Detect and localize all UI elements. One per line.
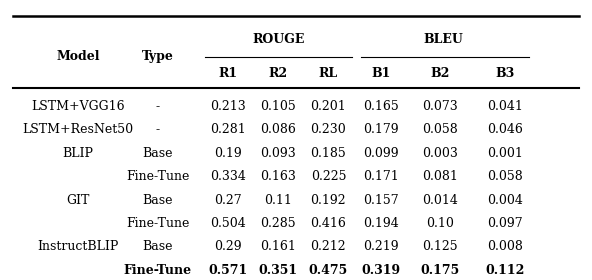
Text: 0.058: 0.058 (423, 123, 458, 136)
Text: 0.281: 0.281 (210, 123, 246, 136)
Text: 0.571: 0.571 (208, 263, 248, 277)
Text: 0.014: 0.014 (423, 193, 458, 207)
Text: 0.185: 0.185 (311, 147, 346, 160)
Text: 0.081: 0.081 (423, 170, 458, 183)
Text: 0.351: 0.351 (259, 263, 298, 277)
Text: Fine-Tune: Fine-Tune (126, 170, 189, 183)
Text: 0.11: 0.11 (265, 193, 292, 207)
Text: 0.285: 0.285 (260, 217, 296, 230)
Text: 0.219: 0.219 (363, 240, 399, 253)
Text: Type: Type (141, 50, 173, 63)
Text: 0.319: 0.319 (362, 263, 401, 277)
Text: 0.097: 0.097 (487, 217, 523, 230)
Text: 0.157: 0.157 (363, 193, 399, 207)
Text: 0.099: 0.099 (363, 147, 399, 160)
Text: RL: RL (319, 67, 338, 80)
Text: 0.230: 0.230 (311, 123, 346, 136)
Text: 0.225: 0.225 (311, 170, 346, 183)
Text: 0.175: 0.175 (421, 263, 460, 277)
Text: 0.171: 0.171 (363, 170, 400, 183)
Text: 0.10: 0.10 (426, 217, 454, 230)
Text: 0.194: 0.194 (363, 217, 400, 230)
Text: B1: B1 (372, 67, 391, 80)
Text: Base: Base (142, 240, 173, 253)
Text: 0.19: 0.19 (214, 147, 242, 160)
Text: LSTM+VGG16: LSTM+VGG16 (31, 100, 125, 113)
Text: 0.125: 0.125 (423, 240, 458, 253)
Text: 0.201: 0.201 (311, 100, 346, 113)
Text: 0.163: 0.163 (260, 170, 296, 183)
Text: 0.093: 0.093 (260, 147, 296, 160)
Text: B2: B2 (430, 67, 450, 80)
Text: 0.213: 0.213 (210, 100, 246, 113)
Text: LSTM+ResNet50: LSTM+ResNet50 (22, 123, 134, 136)
Text: BLIP: BLIP (63, 147, 94, 160)
Text: 0.004: 0.004 (487, 193, 523, 207)
Text: R2: R2 (269, 67, 288, 80)
Text: ROUGE: ROUGE (252, 33, 304, 46)
Text: 0.086: 0.086 (260, 123, 296, 136)
Text: 0.475: 0.475 (309, 263, 348, 277)
Text: 0.212: 0.212 (311, 240, 346, 253)
Text: 0.073: 0.073 (423, 100, 458, 113)
Text: Base: Base (142, 193, 173, 207)
Text: B3: B3 (496, 67, 515, 80)
Text: 0.29: 0.29 (214, 240, 242, 253)
Text: 0.27: 0.27 (214, 193, 242, 207)
Text: 0.179: 0.179 (363, 123, 399, 136)
Text: 0.105: 0.105 (260, 100, 296, 113)
Text: 0.112: 0.112 (485, 263, 525, 277)
Text: 0.192: 0.192 (311, 193, 346, 207)
Text: Fine-Tune: Fine-Tune (124, 263, 192, 277)
Text: 0.165: 0.165 (363, 100, 400, 113)
Text: 0.504: 0.504 (210, 217, 246, 230)
Text: GIT: GIT (66, 193, 89, 207)
Text: 0.003: 0.003 (423, 147, 458, 160)
Text: Fine-Tune: Fine-Tune (126, 217, 189, 230)
Text: InstructBLIP: InstructBLIP (37, 240, 118, 253)
Text: Model: Model (56, 50, 99, 63)
Text: 0.046: 0.046 (487, 123, 523, 136)
Text: 0.334: 0.334 (210, 170, 246, 183)
Text: Base: Base (142, 147, 173, 160)
Text: 0.001: 0.001 (487, 147, 523, 160)
Text: R1: R1 (218, 67, 238, 80)
Text: 0.161: 0.161 (260, 240, 296, 253)
Text: 0.058: 0.058 (487, 170, 523, 183)
Text: BLEU: BLEU (423, 33, 464, 46)
Text: -: - (156, 123, 160, 136)
Text: -: - (156, 100, 160, 113)
Text: 0.416: 0.416 (310, 217, 346, 230)
Text: 0.041: 0.041 (487, 100, 523, 113)
Text: 0.008: 0.008 (487, 240, 523, 253)
